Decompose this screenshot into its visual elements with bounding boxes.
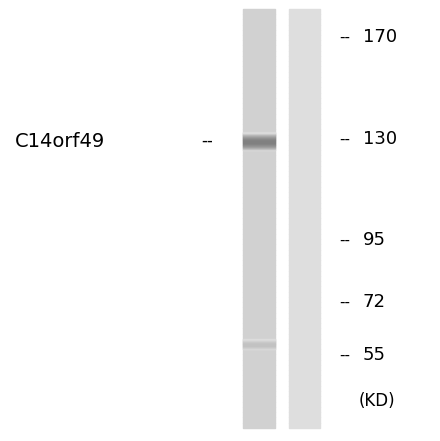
Text: --: -- <box>339 348 350 363</box>
Text: 130: 130 <box>363 130 397 148</box>
Text: --: -- <box>339 30 350 45</box>
Text: --: -- <box>339 295 350 310</box>
Text: 55: 55 <box>363 346 386 364</box>
Text: C14orf49: C14orf49 <box>15 131 105 151</box>
Text: --: -- <box>339 131 350 146</box>
Text: 72: 72 <box>363 293 386 311</box>
Text: (KD): (KD) <box>359 392 396 410</box>
Text: 170: 170 <box>363 29 397 46</box>
Text: --: -- <box>201 132 213 150</box>
Text: 95: 95 <box>363 232 386 249</box>
Text: --: -- <box>339 233 350 248</box>
